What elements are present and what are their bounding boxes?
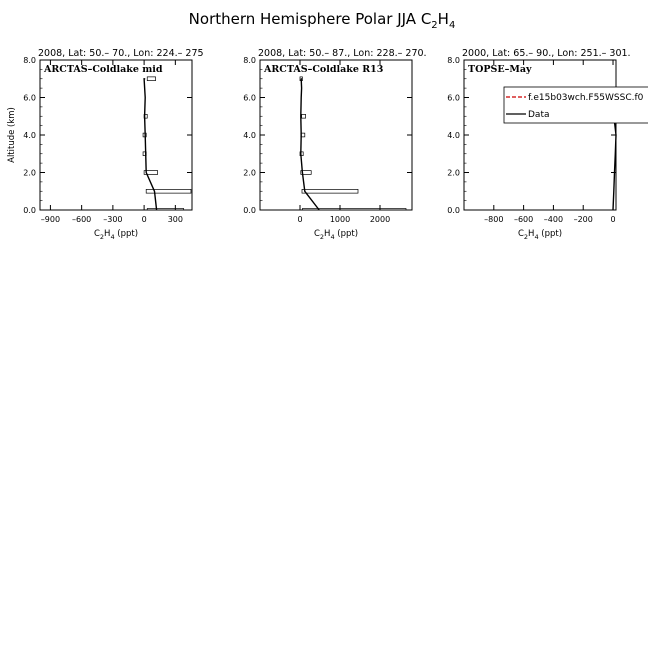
data-box — [301, 114, 306, 119]
x-axis-label: C2H4 (ppt) — [314, 229, 358, 241]
chart-panels: 2008, Lat: 50.– 70., Lon: 224.– 275 0.0 2.… — [7, 48, 648, 241]
x-tick-label: 1000 — [330, 215, 350, 224]
data-box — [300, 170, 312, 175]
panel-header: 2008, Lat: 50.– 70., Lon: 224.– 275 — [38, 48, 204, 59]
y-tick-label: 8.0 — [447, 56, 460, 65]
plot-frame — [463, 59, 617, 211]
legend-label: Data — [528, 110, 550, 120]
plot-frame — [259, 59, 413, 211]
x-tick-label: 300 — [168, 215, 183, 224]
data-series-line — [143, 78, 158, 211]
y-tick-label: 6.0 — [243, 94, 256, 103]
x-axis-label: C2H4 (ppt) — [518, 229, 562, 241]
data-box — [146, 208, 185, 211]
legend: f.e15b03wch.F55WSSC.f0 Data — [503, 86, 648, 124]
legend-label: f.e15b03wch.F55WSSC.f0 — [528, 93, 644, 103]
panel-header: 2008, Lat: 50.– 87., Lon: 228.– 270. — [258, 48, 427, 59]
x-tick-label: –400 — [544, 215, 563, 224]
figure-title: Northern Hemisphere Polar JJA C2H4 — [189, 10, 456, 31]
x-tick-label: –600 — [514, 215, 533, 224]
data-box — [302, 208, 407, 211]
y-tick-label: 2.0 — [23, 169, 36, 178]
y-tick-label: 2.0 — [243, 169, 256, 178]
y-tick-label: 4.0 — [243, 131, 256, 140]
chart-panel-1: 2008, Lat: 50.– 70., Lon: 224.– 275 0.0 2.… — [7, 48, 204, 241]
x-tick-label: –200 — [574, 215, 593, 224]
panel-title: ARCTAS–Coldlake mid — [43, 64, 163, 75]
data-series-line — [300, 78, 320, 211]
x-tick-label: –800 — [484, 215, 503, 224]
x-axis-label: C2H4 (ppt) — [94, 229, 138, 241]
x-tick-label: –300 — [103, 215, 122, 224]
y-axis-label: Altitude (km) — [7, 107, 17, 163]
y-tick-label: 8.0 — [243, 56, 256, 65]
y-tick-label: 4.0 — [23, 131, 36, 140]
x-tick-label: 0 — [610, 215, 615, 224]
chart-panel-2: 2008, Lat: 50.– 87., Lon: 228.– 270. 0.0 2… — [243, 48, 426, 241]
legend-box — [503, 86, 648, 124]
data-box — [143, 170, 158, 175]
x-tick-label: –600 — [72, 215, 91, 224]
y-tick-label: 0.0 — [243, 206, 256, 215]
x-tick-label: 0 — [142, 215, 147, 224]
y-tick-label: 0.0 — [447, 206, 460, 215]
panel-header: 2000, Lat: 65.– 90., Lon: 251.– 301. — [462, 48, 631, 59]
y-tick-label: 6.0 — [23, 94, 36, 103]
data-box — [146, 76, 156, 81]
x-tick-label: 0 — [297, 215, 302, 224]
y-tick-label: 0.0 — [23, 206, 36, 215]
y-tick-label: 6.0 — [447, 94, 460, 103]
data-box — [145, 189, 192, 194]
plot-frame — [39, 59, 193, 211]
data-box — [301, 189, 359, 194]
x-tick-label: 2000 — [370, 215, 390, 224]
x-tick-label: –900 — [41, 215, 60, 224]
panel-title: TOPSE–May — [468, 64, 532, 75]
y-tick-label: 2.0 — [447, 169, 460, 178]
panel-title: ARCTAS–Coldlake R13 — [263, 64, 383, 75]
y-tick-label: 8.0 — [23, 56, 36, 65]
y-tick-label: 4.0 — [447, 131, 460, 140]
chart-panel-3: 2000, Lat: 65.– 90., Lon: 251.– 301. 0.0 2… — [447, 48, 648, 241]
